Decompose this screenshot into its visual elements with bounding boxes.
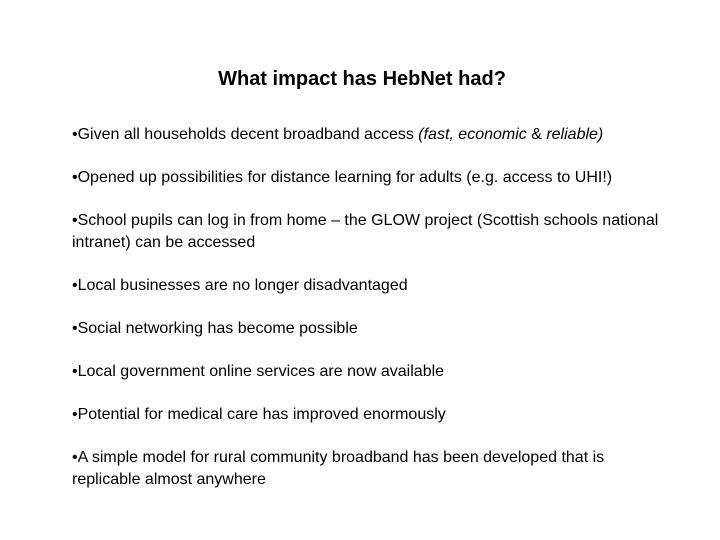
slide-title: What impact has HebNet had? xyxy=(218,68,506,90)
bullet-item-medical-care: •Potential for medical care has improved… xyxy=(72,404,672,426)
bullet-text: Opened up possibilities for distance lea… xyxy=(77,169,613,186)
bullet-marker: • xyxy=(72,277,78,294)
bullet-text: Local businesses are no longer disadvant… xyxy=(77,277,408,294)
bullet-item-social-networking: •Social networking has become possible xyxy=(72,318,672,340)
bullet-marker: • xyxy=(72,406,78,423)
bullet-emphasis: reliable) xyxy=(546,126,604,143)
bullet-marker: • xyxy=(72,169,78,186)
bullet-marker: • xyxy=(72,363,78,380)
bullet-list: •Given all households decent broadband a… xyxy=(72,124,672,491)
bullet-emphasis: (fast, economic xyxy=(418,126,527,143)
bullet-marker: • xyxy=(72,449,78,466)
bullet-marker: • xyxy=(72,126,78,143)
bullet-marker: • xyxy=(72,320,78,337)
bullet-item-distance-learning: •Opened up possibilities for distance le… xyxy=(72,167,672,189)
bullet-text: School pupils can log in from home – the… xyxy=(72,212,659,251)
bullet-text: Given all households decent broadband ac… xyxy=(77,126,419,143)
bullet-connector: & xyxy=(526,126,547,143)
bullet-text: Potential for medical care has improved … xyxy=(77,406,446,423)
bullet-item-school-pupils: •School pupils can log in from home – th… xyxy=(72,210,672,254)
bullet-text: A simple model for rural community broad… xyxy=(72,449,605,488)
bullet-text: Social networking has become possible xyxy=(77,320,358,337)
bullet-item-local-businesses: •Local businesses are no longer disadvan… xyxy=(72,275,672,297)
bullet-item-broadband-access: •Given all households decent broadband a… xyxy=(72,124,672,146)
bullet-text: Local government online services are now… xyxy=(77,363,445,380)
bullet-marker: • xyxy=(72,212,78,229)
bullet-item-government-services: •Local government online services are no… xyxy=(72,361,672,383)
bullet-item-broadband-model: •A simple model for rural community broa… xyxy=(72,447,672,491)
